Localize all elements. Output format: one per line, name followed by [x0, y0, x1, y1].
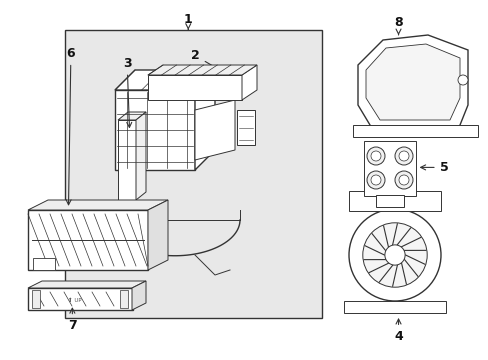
- Polygon shape: [365, 44, 459, 120]
- Circle shape: [394, 147, 412, 165]
- Text: 1: 1: [183, 13, 192, 29]
- Bar: [352, 125, 477, 137]
- Bar: [28, 288, 133, 310]
- Polygon shape: [118, 112, 146, 120]
- Bar: [343, 301, 445, 313]
- Circle shape: [370, 175, 380, 185]
- Circle shape: [394, 171, 412, 189]
- Polygon shape: [242, 65, 257, 100]
- Polygon shape: [115, 90, 195, 170]
- Bar: [118, 120, 136, 200]
- Text: 4: 4: [393, 319, 402, 343]
- Circle shape: [366, 171, 384, 189]
- Circle shape: [348, 209, 440, 301]
- Bar: [237, 110, 254, 145]
- Bar: [33, 258, 55, 270]
- Text: 2: 2: [191, 49, 228, 75]
- Bar: [120, 290, 128, 308]
- Text: 5: 5: [420, 161, 447, 174]
- Bar: [375, 195, 403, 207]
- Polygon shape: [132, 281, 146, 310]
- Text: 8: 8: [393, 16, 402, 35]
- Circle shape: [457, 75, 467, 85]
- Text: ⬆ UP: ⬆ UP: [68, 297, 81, 302]
- Bar: [28, 210, 148, 270]
- Bar: [65, 30, 321, 318]
- Polygon shape: [136, 112, 146, 200]
- Polygon shape: [148, 200, 168, 270]
- Polygon shape: [28, 281, 146, 288]
- Circle shape: [398, 151, 408, 161]
- Circle shape: [366, 147, 384, 165]
- Text: 7: 7: [68, 308, 77, 332]
- Text: 3: 3: [122, 57, 131, 127]
- Text: 6: 6: [66, 47, 75, 205]
- Polygon shape: [115, 70, 215, 90]
- Polygon shape: [195, 70, 215, 170]
- Circle shape: [384, 245, 404, 265]
- Bar: [32, 290, 40, 308]
- Bar: [348, 191, 440, 211]
- Polygon shape: [28, 200, 168, 210]
- Polygon shape: [148, 65, 257, 75]
- Polygon shape: [195, 100, 235, 160]
- Bar: [363, 141, 415, 196]
- Circle shape: [398, 175, 408, 185]
- Polygon shape: [357, 35, 467, 130]
- Polygon shape: [148, 75, 242, 100]
- Circle shape: [362, 223, 427, 287]
- Circle shape: [370, 151, 380, 161]
